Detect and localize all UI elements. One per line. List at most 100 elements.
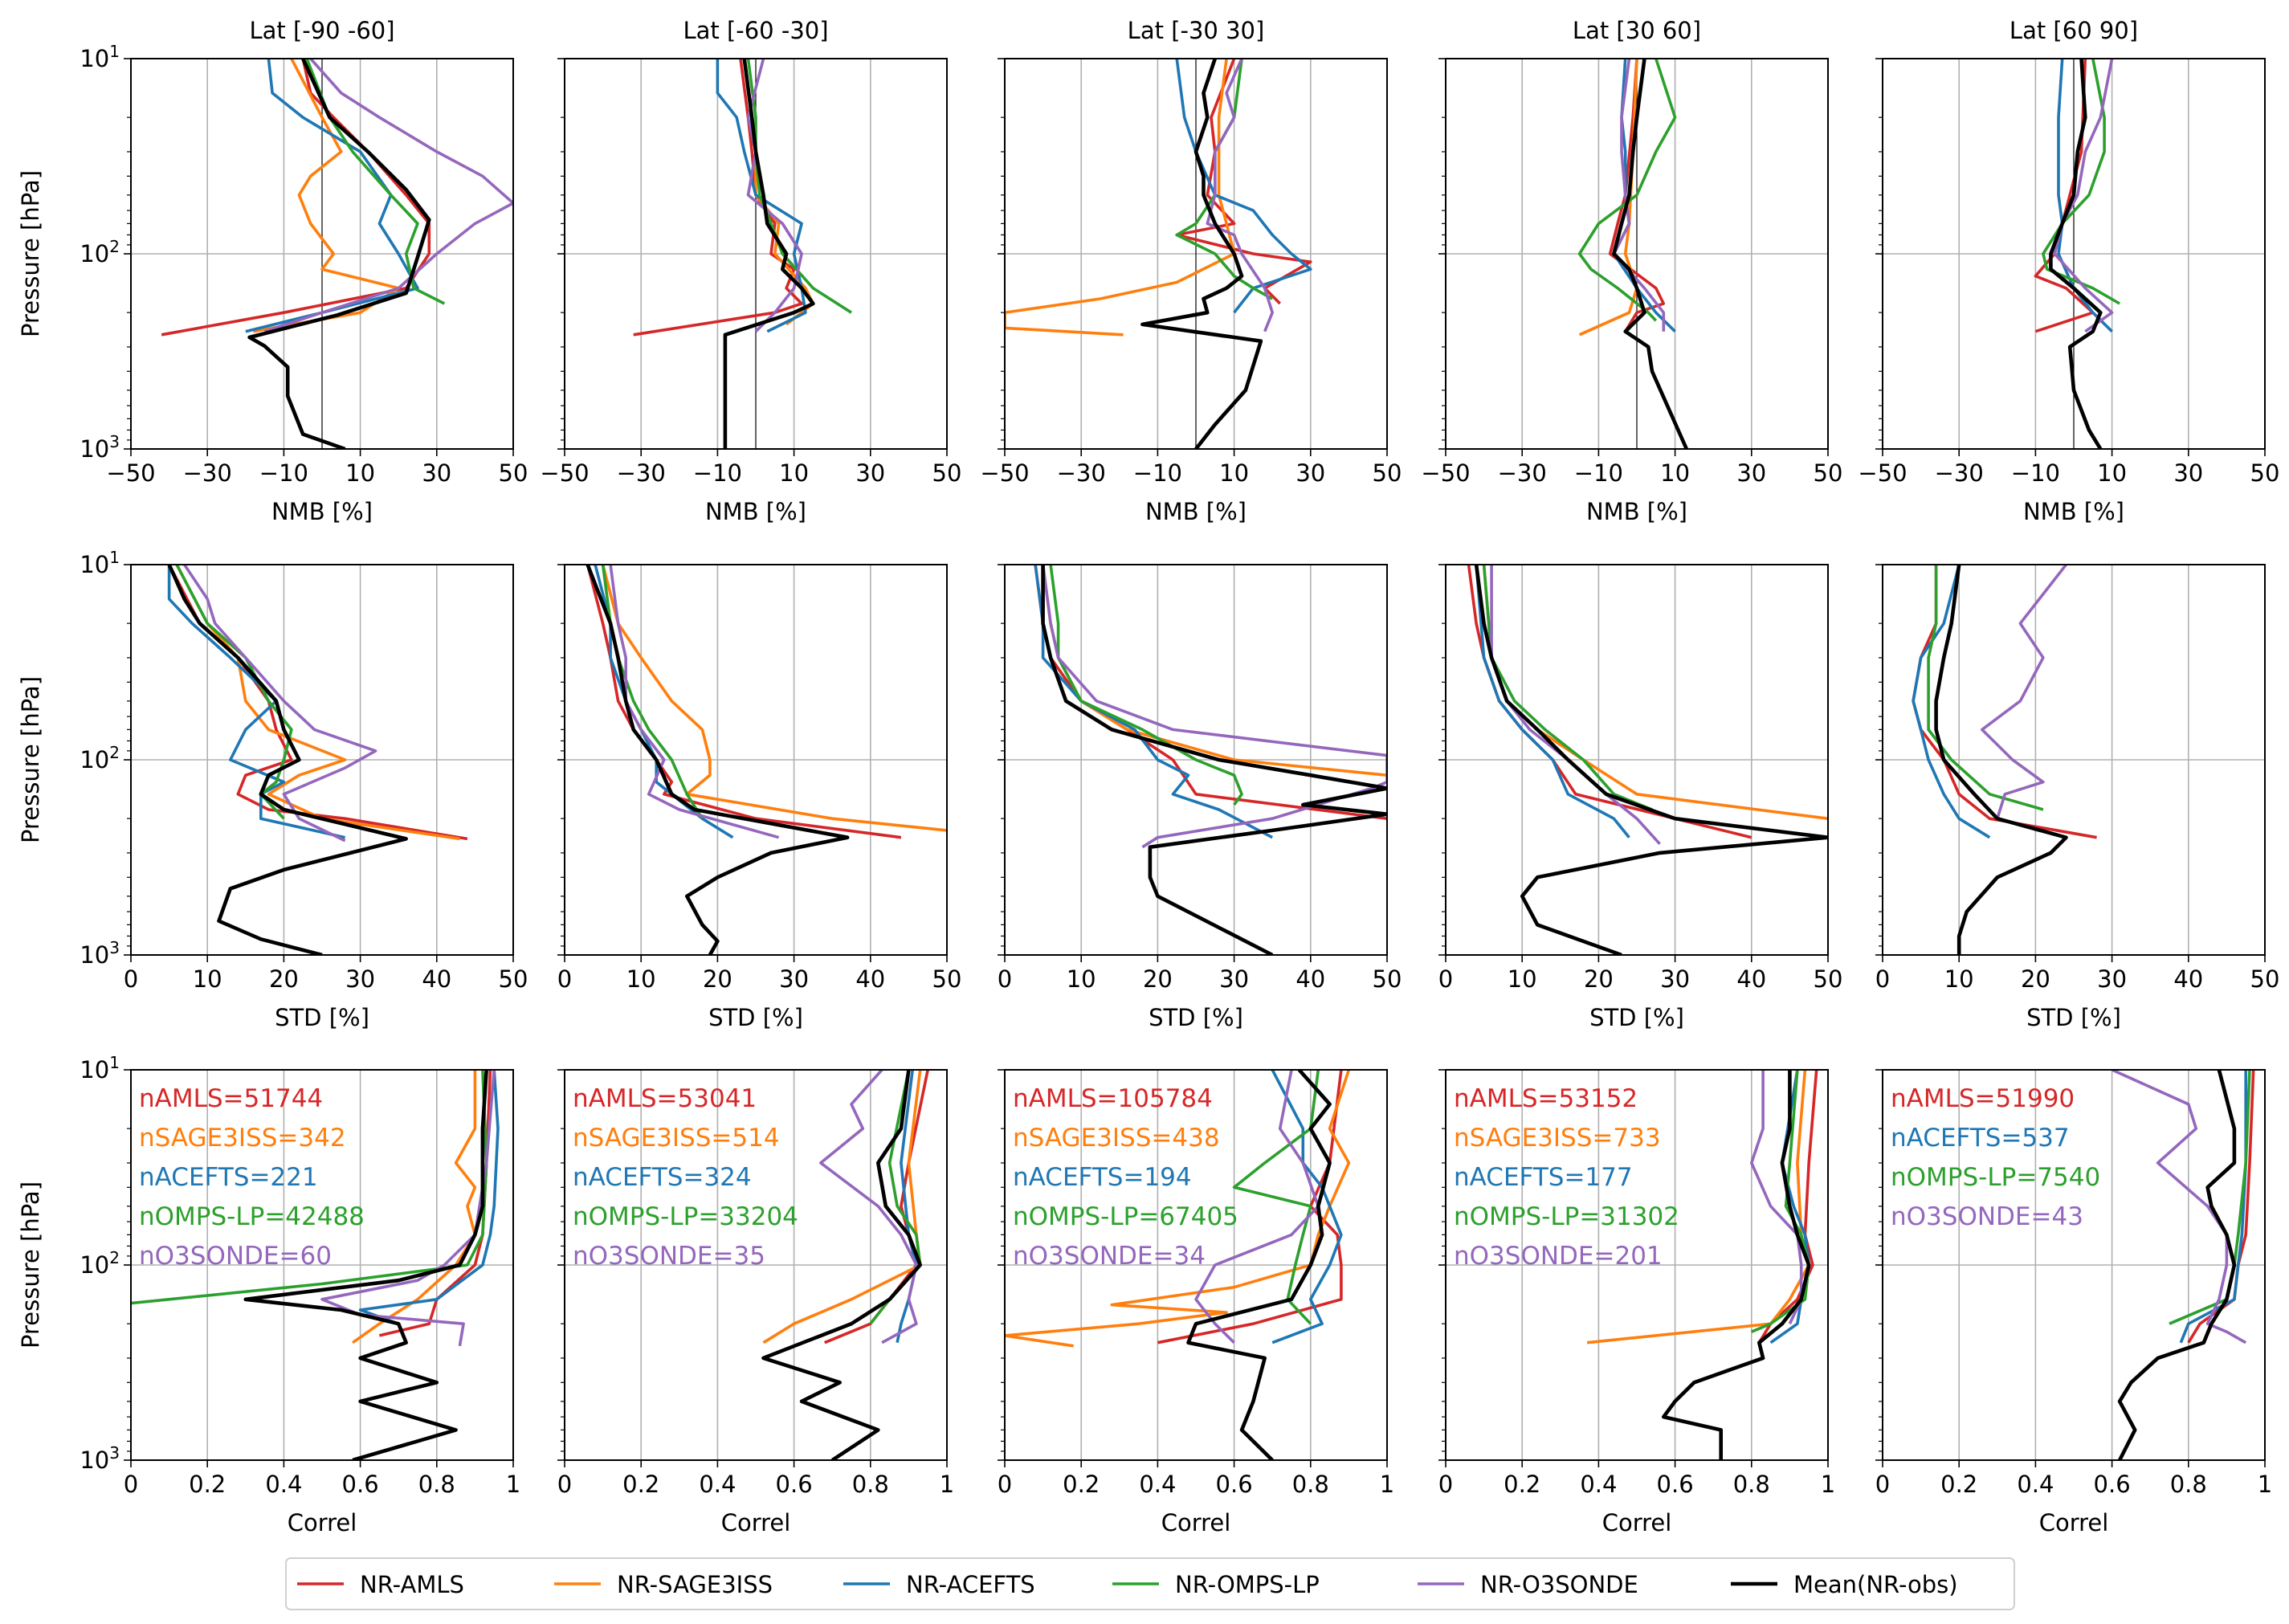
x-tick-label: 0.6	[2094, 1471, 2131, 1498]
sample-count-annotation: nACEFTS=177	[1454, 1163, 1633, 1192]
x-axis-label: Correl	[2039, 1509, 2109, 1536]
legend-item: NR-OMPS-LP	[1112, 1571, 1320, 1598]
subplot-panel: 0 0.2 0.4 0.6 0.8 1 Correl nAMLS=53152 nSAGE3ISS…	[1438, 1069, 1835, 1536]
x-tick-label: 50	[932, 459, 962, 487]
x-tick-label: 0	[998, 965, 1012, 993]
series-line-nr-amls	[1175, 59, 1312, 305]
x-tick-label: 50	[499, 965, 528, 993]
x-tick-label: −30	[617, 459, 666, 487]
x-tick-label: 0.4	[699, 1471, 736, 1498]
y-tick-exponent: 3	[109, 1443, 120, 1463]
series-line-nr-acefts	[716, 59, 807, 333]
x-axis-label: Correl	[1602, 1509, 1672, 1536]
series-line-nr-o3sonde	[1041, 565, 1387, 849]
subplot-title: Lat [30 60]	[1573, 17, 1701, 44]
sample-count-annotation: nOMPS-LP=67405	[1013, 1202, 1238, 1231]
series-lines	[1034, 565, 1387, 955]
x-tick-label: 50	[1814, 459, 1843, 487]
sample-count-annotation: nSAGE3ISS=514	[573, 1124, 780, 1153]
x-tick-label: 20	[1584, 965, 1614, 993]
x-axis-label: STD [%]	[708, 1004, 803, 1031]
x-tick-label: 0	[1438, 965, 1453, 993]
series-lines	[1005, 59, 1312, 449]
y-axis-label: Pressure [hPa]	[17, 676, 44, 843]
y-tick-base: 10	[80, 45, 109, 72]
legend-label: NR-ACEFTS	[906, 1571, 1035, 1598]
x-tick-label: 0.4	[1580, 1471, 1617, 1498]
x-tick-label: −50	[1858, 459, 1907, 487]
x-tick-label: 30	[1660, 965, 1690, 993]
x-axis-label: Correl	[721, 1509, 791, 1536]
x-tick-label: 0.8	[1733, 1471, 1770, 1498]
series-lines	[161, 59, 513, 449]
x-tick-label: 30	[1736, 459, 1766, 487]
x-tick-label: 0.4	[2017, 1471, 2054, 1498]
sample-count-annotation: nAMLS=53152	[1454, 1084, 1638, 1113]
x-tick-label: −50	[1421, 459, 1470, 487]
x-tick-label: 1	[2258, 1471, 2272, 1498]
x-tick-label: 0	[124, 965, 138, 993]
series-line-nr-sage3iss	[175, 565, 460, 841]
sample-count-annotation: nAMLS=51744	[139, 1084, 323, 1113]
x-tick-label: 10	[779, 459, 809, 487]
sample-count-annotation: nACEFTS=221	[139, 1163, 318, 1192]
sample-count-annotation: nO3SONDE=60	[139, 1242, 332, 1271]
x-tick-label: 10	[1508, 965, 1537, 993]
y-tick-exponent: 2	[109, 237, 120, 256]
series-line-nr-omps-lp	[1482, 565, 1653, 811]
y-tick-base: 10	[80, 941, 109, 969]
sample-count-annotation: nOMPS-LP=42488	[139, 1202, 365, 1231]
x-tick-label: −10	[259, 459, 308, 487]
x-tick-label: 0.8	[2170, 1471, 2207, 1498]
sample-count-annotation: nAMLS=105784	[1013, 1084, 1213, 1113]
x-tick-label: 40	[1736, 965, 1766, 993]
x-tick-label: 0	[1875, 965, 1890, 993]
series-line-nr-acefts	[1912, 565, 1991, 839]
series-line-nr-acefts	[1175, 59, 1312, 314]
x-tick-label: 10	[1660, 459, 1690, 487]
series-line-nr-omps-lp	[746, 59, 852, 314]
x-tick-label: −10	[1574, 459, 1623, 487]
sample-count-annotation: nSAGE3ISS=342	[139, 1124, 346, 1153]
y-tick-base: 10	[80, 1447, 109, 1474]
sample-count-annotation: nOMPS-LP=31302	[1454, 1202, 1679, 1231]
sample-count-annotation: nSAGE3ISS=733	[1454, 1124, 1661, 1153]
x-tick-label: 0.4	[265, 1471, 302, 1498]
series-line-mean-nr-obs-	[1662, 1070, 1811, 1460]
y-axis-label: Pressure [hPa]	[17, 170, 44, 337]
series-line-mean-nr-obs-	[243, 1070, 488, 1460]
y-tick-exponent: 2	[109, 743, 120, 762]
sample-count-annotation: nO3SONDE=43	[1891, 1202, 2083, 1231]
sample-count-annotation: nACEFTS=537	[1891, 1124, 2070, 1153]
series-line-nr-amls	[161, 59, 431, 337]
y-tick-base: 10	[80, 746, 109, 773]
x-tick-label: 1	[1380, 1471, 1394, 1498]
x-tick-label: 1	[1821, 1471, 1835, 1498]
x-tick-label: −50	[540, 459, 589, 487]
x-tick-label: 30	[779, 965, 809, 993]
series-line-mean-nr-obs-	[586, 565, 850, 955]
series-line-nr-amls	[168, 565, 468, 841]
legend-label: NR-AMLS	[360, 1571, 464, 1598]
series-line-nr-omps-lp	[1049, 565, 1243, 806]
x-tick-label: 20	[1143, 965, 1173, 993]
series-lines	[761, 1070, 929, 1460]
x-tick-label: 10	[1067, 965, 1096, 993]
series-line-nr-sage3iss	[352, 1070, 477, 1344]
series-lines	[1577, 59, 1689, 449]
series-line-nr-sage3iss	[1482, 565, 1828, 820]
series-lines	[1005, 1070, 1351, 1460]
x-tick-label: 50	[2250, 965, 2280, 993]
x-tick-label: 0.2	[1063, 1471, 1100, 1498]
x-tick-label: 50	[499, 459, 528, 487]
series-line-nr-omps-lp	[131, 1070, 488, 1305]
y-tick-base: 10	[80, 551, 109, 578]
series-line-mean-nr-obs-	[1474, 565, 1828, 955]
legend-item: NR-SAGE3ISS	[554, 1571, 773, 1598]
series-line-nr-o3sonde	[183, 565, 377, 843]
x-tick-label: 0.6	[342, 1471, 379, 1498]
subplot-title: Lat [-30 30]	[1128, 17, 1265, 44]
